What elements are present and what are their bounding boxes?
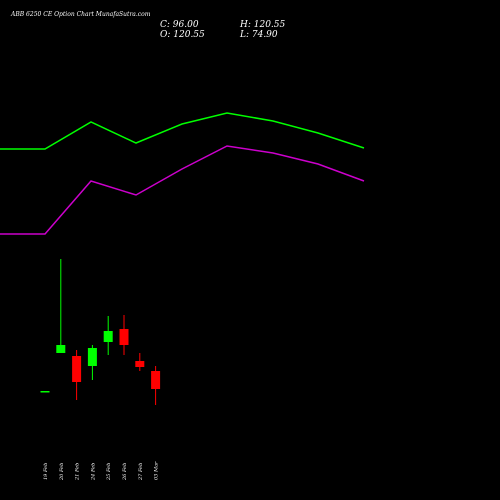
candle-body	[40, 391, 50, 393]
candle-body	[87, 348, 97, 366]
x-tick-label: 03 Mar	[154, 461, 160, 480]
open-value: O: 120.55	[160, 30, 205, 40]
x-tick-label: 26 Feb	[122, 463, 128, 481]
candle-body	[151, 371, 161, 389]
high-value: H: 120.55	[239, 20, 286, 30]
low-value: L: 74.90	[239, 30, 278, 40]
close-value: C: 96.00	[160, 20, 199, 30]
x-tick-label: 25 Feb	[106, 463, 112, 481]
candle-body	[103, 331, 113, 342]
x-axis-ticks: 19 Feb 20 Feb 21 Feb 24 Feb 25 Feb 26 Feb 27 F…	[43, 461, 160, 481]
candles-group	[40, 259, 161, 405]
upper-band-line	[0, 112, 365, 150]
x-tick-label: 24 Feb	[90, 463, 96, 481]
x-tick-label: 21 Feb	[75, 463, 81, 481]
chart-title: ABB 6250 CE Option Chart MunafaSutra.com	[10, 11, 151, 18]
candle-body	[119, 329, 129, 345]
x-tick-label: 19 Feb	[43, 463, 49, 480]
lower-band-line	[0, 145, 365, 235]
x-tick-label: 20 Feb	[59, 463, 65, 481]
candle-body	[56, 345, 66, 353]
candle-body	[72, 356, 82, 382]
x-tick-label: 27 Feb	[138, 463, 144, 481]
candle-body	[135, 361, 145, 367]
